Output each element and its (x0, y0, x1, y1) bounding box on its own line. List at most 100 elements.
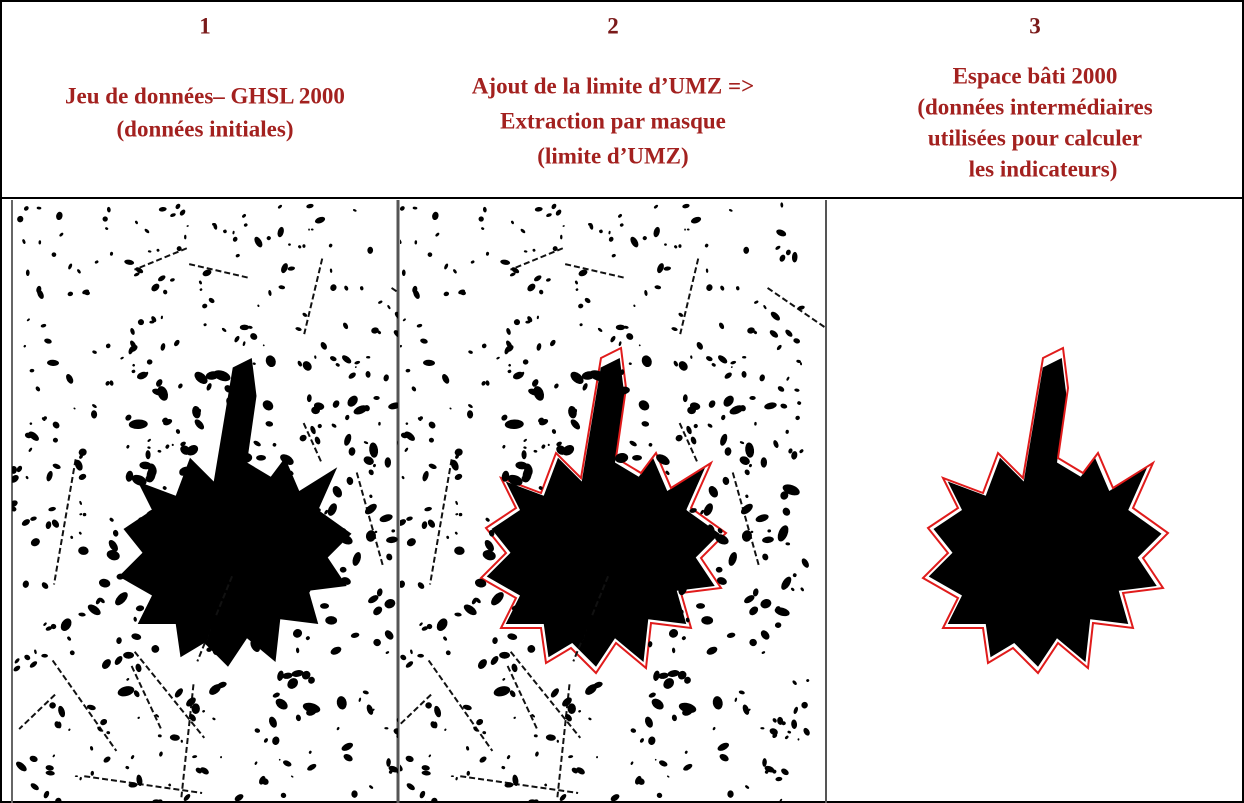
built-up-patch (667, 670, 680, 677)
built-up-patch (684, 676, 691, 684)
built-up-patch (777, 386, 785, 392)
built-up-patch (459, 290, 466, 296)
built-up-patch (654, 758, 657, 761)
built-up-patch (614, 452, 629, 464)
built-up-patch (405, 422, 409, 425)
column-title: (limite d’UMZ) (537, 143, 688, 168)
built-up-patch (528, 388, 540, 396)
built-up-patch (135, 663, 142, 673)
built-up-patch (272, 736, 280, 746)
built-up-patch (306, 394, 312, 403)
built-up-patch (332, 486, 343, 498)
built-up-patch (238, 452, 253, 464)
built-up-patch (56, 211, 63, 221)
built-up-patch (77, 269, 81, 274)
built-up-patch (558, 590, 562, 595)
built-up-patch (466, 746, 470, 751)
built-up-patch (183, 794, 191, 801)
built-up-patch (287, 678, 298, 689)
built-up-patch (639, 738, 644, 743)
built-up-patch (320, 342, 327, 350)
built-up-patch (298, 245, 302, 249)
built-up-patch (796, 359, 801, 364)
built-up-patch (368, 595, 379, 604)
built-up-patch (533, 449, 538, 453)
built-up-patch (468, 404, 473, 409)
built-up-patch (717, 528, 723, 534)
built-up-patch (491, 592, 504, 606)
built-up-patch (794, 388, 800, 392)
built-up-patch (629, 440, 637, 447)
built-up-patch (568, 755, 574, 759)
built-up-patch (657, 263, 664, 274)
built-up-patch (682, 394, 688, 403)
built-up-patch (345, 414, 350, 421)
built-up-patch (803, 727, 810, 736)
built-up-patch (571, 767, 579, 774)
built-up-patch (232, 623, 236, 626)
built-up-patch (108, 539, 118, 552)
built-up-patch (29, 755, 38, 763)
built-up-patch (754, 421, 757, 426)
built-up-patch (648, 736, 656, 746)
built-up-patch (785, 249, 791, 256)
built-up-patch (690, 355, 693, 359)
built-up-patch (404, 447, 409, 452)
built-up-patch (806, 679, 810, 682)
built-up-patch (741, 530, 752, 542)
built-up-patch (632, 455, 642, 461)
built-up-patch (365, 530, 376, 542)
built-up-patch (727, 790, 734, 798)
road (731, 472, 760, 566)
built-up-patch (195, 767, 203, 774)
built-up-patch (157, 734, 162, 738)
built-up-patch (501, 414, 508, 421)
built-up-patch (350, 632, 360, 638)
built-up-patch (299, 507, 311, 517)
built-up-patch (523, 446, 527, 449)
built-up-patch (628, 362, 632, 365)
built-up-patch (659, 760, 668, 767)
built-up-patch (378, 300, 383, 304)
built-up-patch (157, 449, 162, 453)
built-up-patch (425, 702, 432, 709)
built-up-patch (54, 721, 61, 729)
built-up-patch (454, 612, 462, 617)
built-up-patch (682, 707, 693, 716)
built-up-patch (504, 419, 524, 430)
built-up-patch (423, 359, 435, 366)
built-up-patch (668, 609, 672, 615)
built-up-patch (352, 552, 361, 566)
built-up-patch (22, 239, 26, 244)
built-up-patch (147, 438, 151, 442)
built-up-patch (377, 330, 382, 335)
built-up-patch (588, 717, 592, 721)
built-up-patch (295, 327, 302, 331)
built-up-patch (372, 708, 375, 711)
built-up-patch (145, 509, 157, 519)
built-up-patch (200, 767, 209, 775)
built-up-patch (368, 469, 374, 476)
built-up-patch (67, 291, 74, 297)
built-up-patch (509, 272, 516, 277)
built-up-patch (372, 463, 376, 468)
built-up-patch (168, 522, 176, 530)
built-up-patch (750, 530, 754, 534)
column-title: Extraction par masque (500, 108, 726, 133)
built-up-patch (373, 395, 380, 400)
map-panel (12, 203, 398, 803)
built-up-patch (373, 638, 381, 647)
built-up-patch (663, 678, 674, 689)
built-up-patch (24, 654, 31, 661)
built-up-patch (45, 521, 52, 530)
built-up-patch (151, 316, 157, 323)
built-up-patch (212, 495, 222, 512)
built-up-patch (785, 542, 791, 546)
built-up-patch (782, 507, 791, 516)
built-up-patch (653, 204, 658, 209)
built-up-patch (366, 355, 371, 359)
built-up-patch (144, 228, 150, 234)
built-up-patch (481, 381, 486, 386)
built-up-patch (764, 770, 769, 774)
built-up-patch (202, 303, 208, 309)
